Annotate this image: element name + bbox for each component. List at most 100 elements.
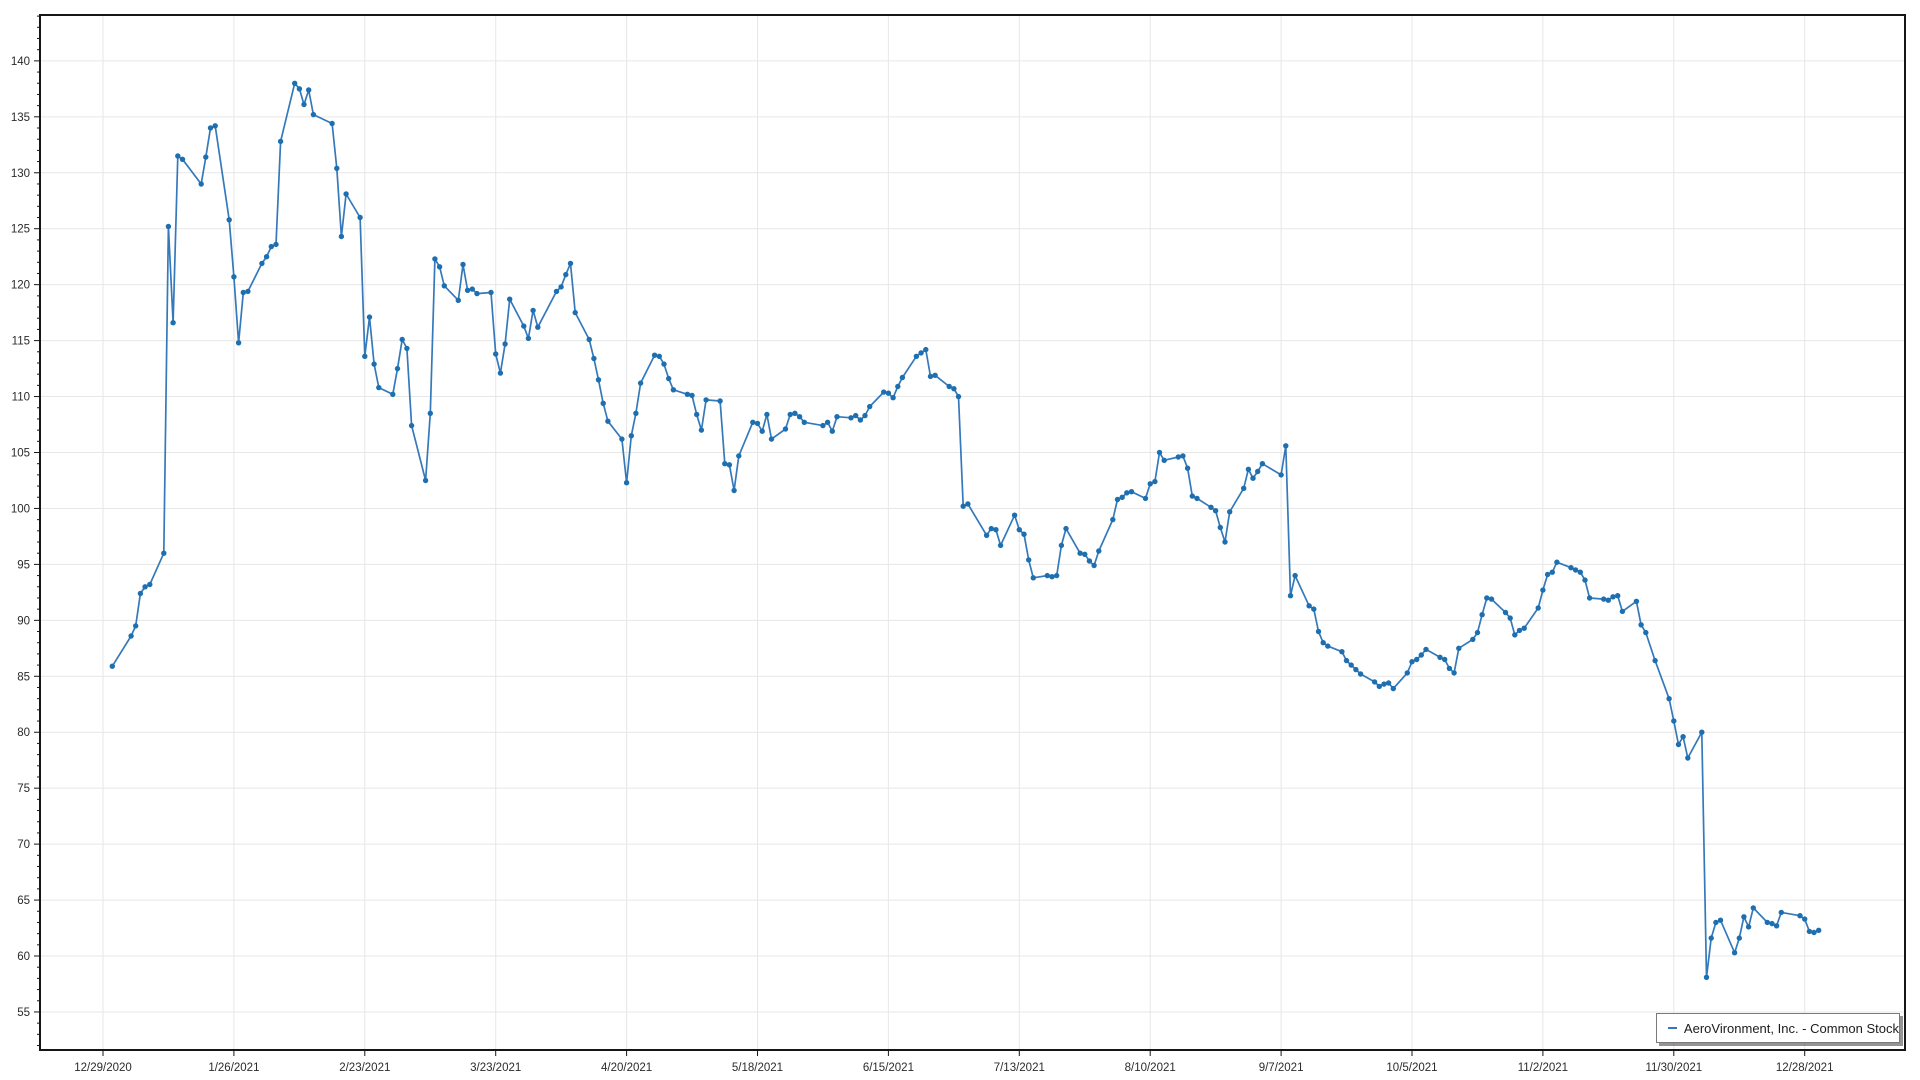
data-point-marker xyxy=(301,101,307,108)
y-axis-tick-label: 105 xyxy=(11,447,30,459)
x-axis-tick-label: 7/13/2021 xyxy=(994,1062,1045,1074)
data-point-marker xyxy=(796,414,803,420)
data-point-marker xyxy=(1278,472,1284,478)
data-point-marker xyxy=(203,154,209,160)
data-point-marker xyxy=(605,418,611,424)
data-point-marker xyxy=(867,403,873,410)
data-point-marker xyxy=(474,290,480,297)
data-point-marker xyxy=(231,274,237,280)
data-point-marker xyxy=(651,352,658,358)
data-point-marker xyxy=(1764,919,1771,926)
data-point-marker xyxy=(329,120,335,127)
data-point-marker xyxy=(684,391,691,397)
data-point-marker xyxy=(507,296,513,302)
data-point-marker xyxy=(1357,671,1364,677)
data-point-marker xyxy=(441,283,447,289)
data-point-marker xyxy=(1554,559,1560,565)
data-point-marker xyxy=(820,422,826,429)
data-point-marker xyxy=(1816,927,1822,933)
data-point-marker xyxy=(394,365,401,372)
x-axis-tick-label: 2/23/2021 xyxy=(339,1062,390,1074)
data-point-marker xyxy=(1610,594,1616,600)
data-point-marker xyxy=(792,410,798,416)
data-point-marker xyxy=(913,353,920,359)
data-point-marker xyxy=(1615,593,1621,599)
x-axis-tick-label: 11/30/2021 xyxy=(1645,1062,1702,1074)
data-point-marker xyxy=(1021,531,1027,537)
data-point-marker xyxy=(366,314,373,320)
data-point-marker xyxy=(824,419,831,425)
data-point-marker xyxy=(263,254,270,260)
data-point-marker xyxy=(567,260,574,267)
data-point-marker xyxy=(1685,755,1691,761)
y-axis-tick-label: 120 xyxy=(11,280,30,292)
data-point-marker xyxy=(1797,913,1803,919)
data-point-marker xyxy=(764,411,770,418)
data-point-marker xyxy=(521,323,527,329)
data-point-marker xyxy=(1054,572,1060,579)
y-axis-tick-label: 95 xyxy=(17,559,30,571)
data-point-marker xyxy=(787,411,793,418)
data-point-marker xyxy=(207,125,214,131)
data-point-marker xyxy=(179,156,186,162)
data-point-marker xyxy=(1016,527,1022,533)
data-point-marker xyxy=(357,214,363,221)
data-point-marker xyxy=(1371,679,1378,685)
data-point-marker xyxy=(161,550,167,556)
data-point-marker xyxy=(535,324,541,330)
data-point-marker xyxy=(951,386,957,392)
data-point-marker xyxy=(1161,457,1167,463)
data-point-marker xyxy=(1245,466,1252,472)
data-point-marker xyxy=(759,428,765,434)
y-axis-tick-label: 110 xyxy=(12,392,30,404)
x-axis-tick-label: 1/26/2021 xyxy=(208,1062,259,1074)
data-point-marker xyxy=(245,288,251,295)
data-point-marker xyxy=(703,397,709,403)
data-point-marker xyxy=(1488,596,1495,602)
data-point-marker xyxy=(731,487,737,494)
data-point-marker xyxy=(1586,595,1593,601)
data-point-marker xyxy=(464,287,471,293)
data-point-marker xyxy=(628,433,634,439)
plot-border xyxy=(39,14,1906,1051)
data-point-marker xyxy=(1502,609,1509,616)
x-axis-tick-label: 9/7/2021 xyxy=(1259,1062,1304,1074)
data-point-marker xyxy=(1119,494,1125,500)
data-point-marker xyxy=(142,584,148,590)
data-point-marker xyxy=(427,410,433,416)
data-point-marker xyxy=(1026,557,1032,563)
data-point-marker xyxy=(1152,478,1158,485)
data-point-marker xyxy=(801,419,807,425)
data-point-marker xyxy=(1643,629,1649,636)
data-point-marker xyxy=(1736,935,1743,941)
x-axis-tick-label: 6/15/2021 xyxy=(863,1062,914,1074)
data-point-marker xyxy=(268,243,274,250)
data-point-marker xyxy=(890,395,896,401)
data-point-marker xyxy=(296,86,303,92)
y-axis-tick-label: 90 xyxy=(17,615,30,627)
data-point-marker xyxy=(965,501,971,507)
data-point-marker xyxy=(310,111,317,118)
legend-series-label: AeroVironment, Inc. - Common Stock xyxy=(1683,1020,1899,1036)
data-point-marker xyxy=(853,412,859,419)
data-point-marker xyxy=(1451,670,1457,676)
data-point-marker xyxy=(1142,495,1149,502)
data-point-marker xyxy=(1353,666,1359,673)
data-point-marker xyxy=(726,462,733,468)
data-point-marker xyxy=(1091,562,1097,569)
data-point-marker xyxy=(637,380,644,386)
data-point-marker xyxy=(1156,449,1163,456)
data-point-marker xyxy=(694,411,700,418)
data-point-marker xyxy=(1535,605,1541,611)
data-point-marker xyxy=(666,375,672,382)
price-series-line xyxy=(111,82,1820,979)
data-point-marker xyxy=(1320,640,1326,646)
data-point-marker xyxy=(1572,567,1579,573)
data-point-marker xyxy=(1058,542,1065,549)
data-point-marker xyxy=(1011,512,1018,518)
data-point-marker xyxy=(1217,524,1224,531)
data-point-marker xyxy=(633,410,639,416)
data-point-marker xyxy=(1241,485,1247,491)
data-point-marker xyxy=(1638,622,1644,628)
data-point-marker xyxy=(768,436,775,442)
